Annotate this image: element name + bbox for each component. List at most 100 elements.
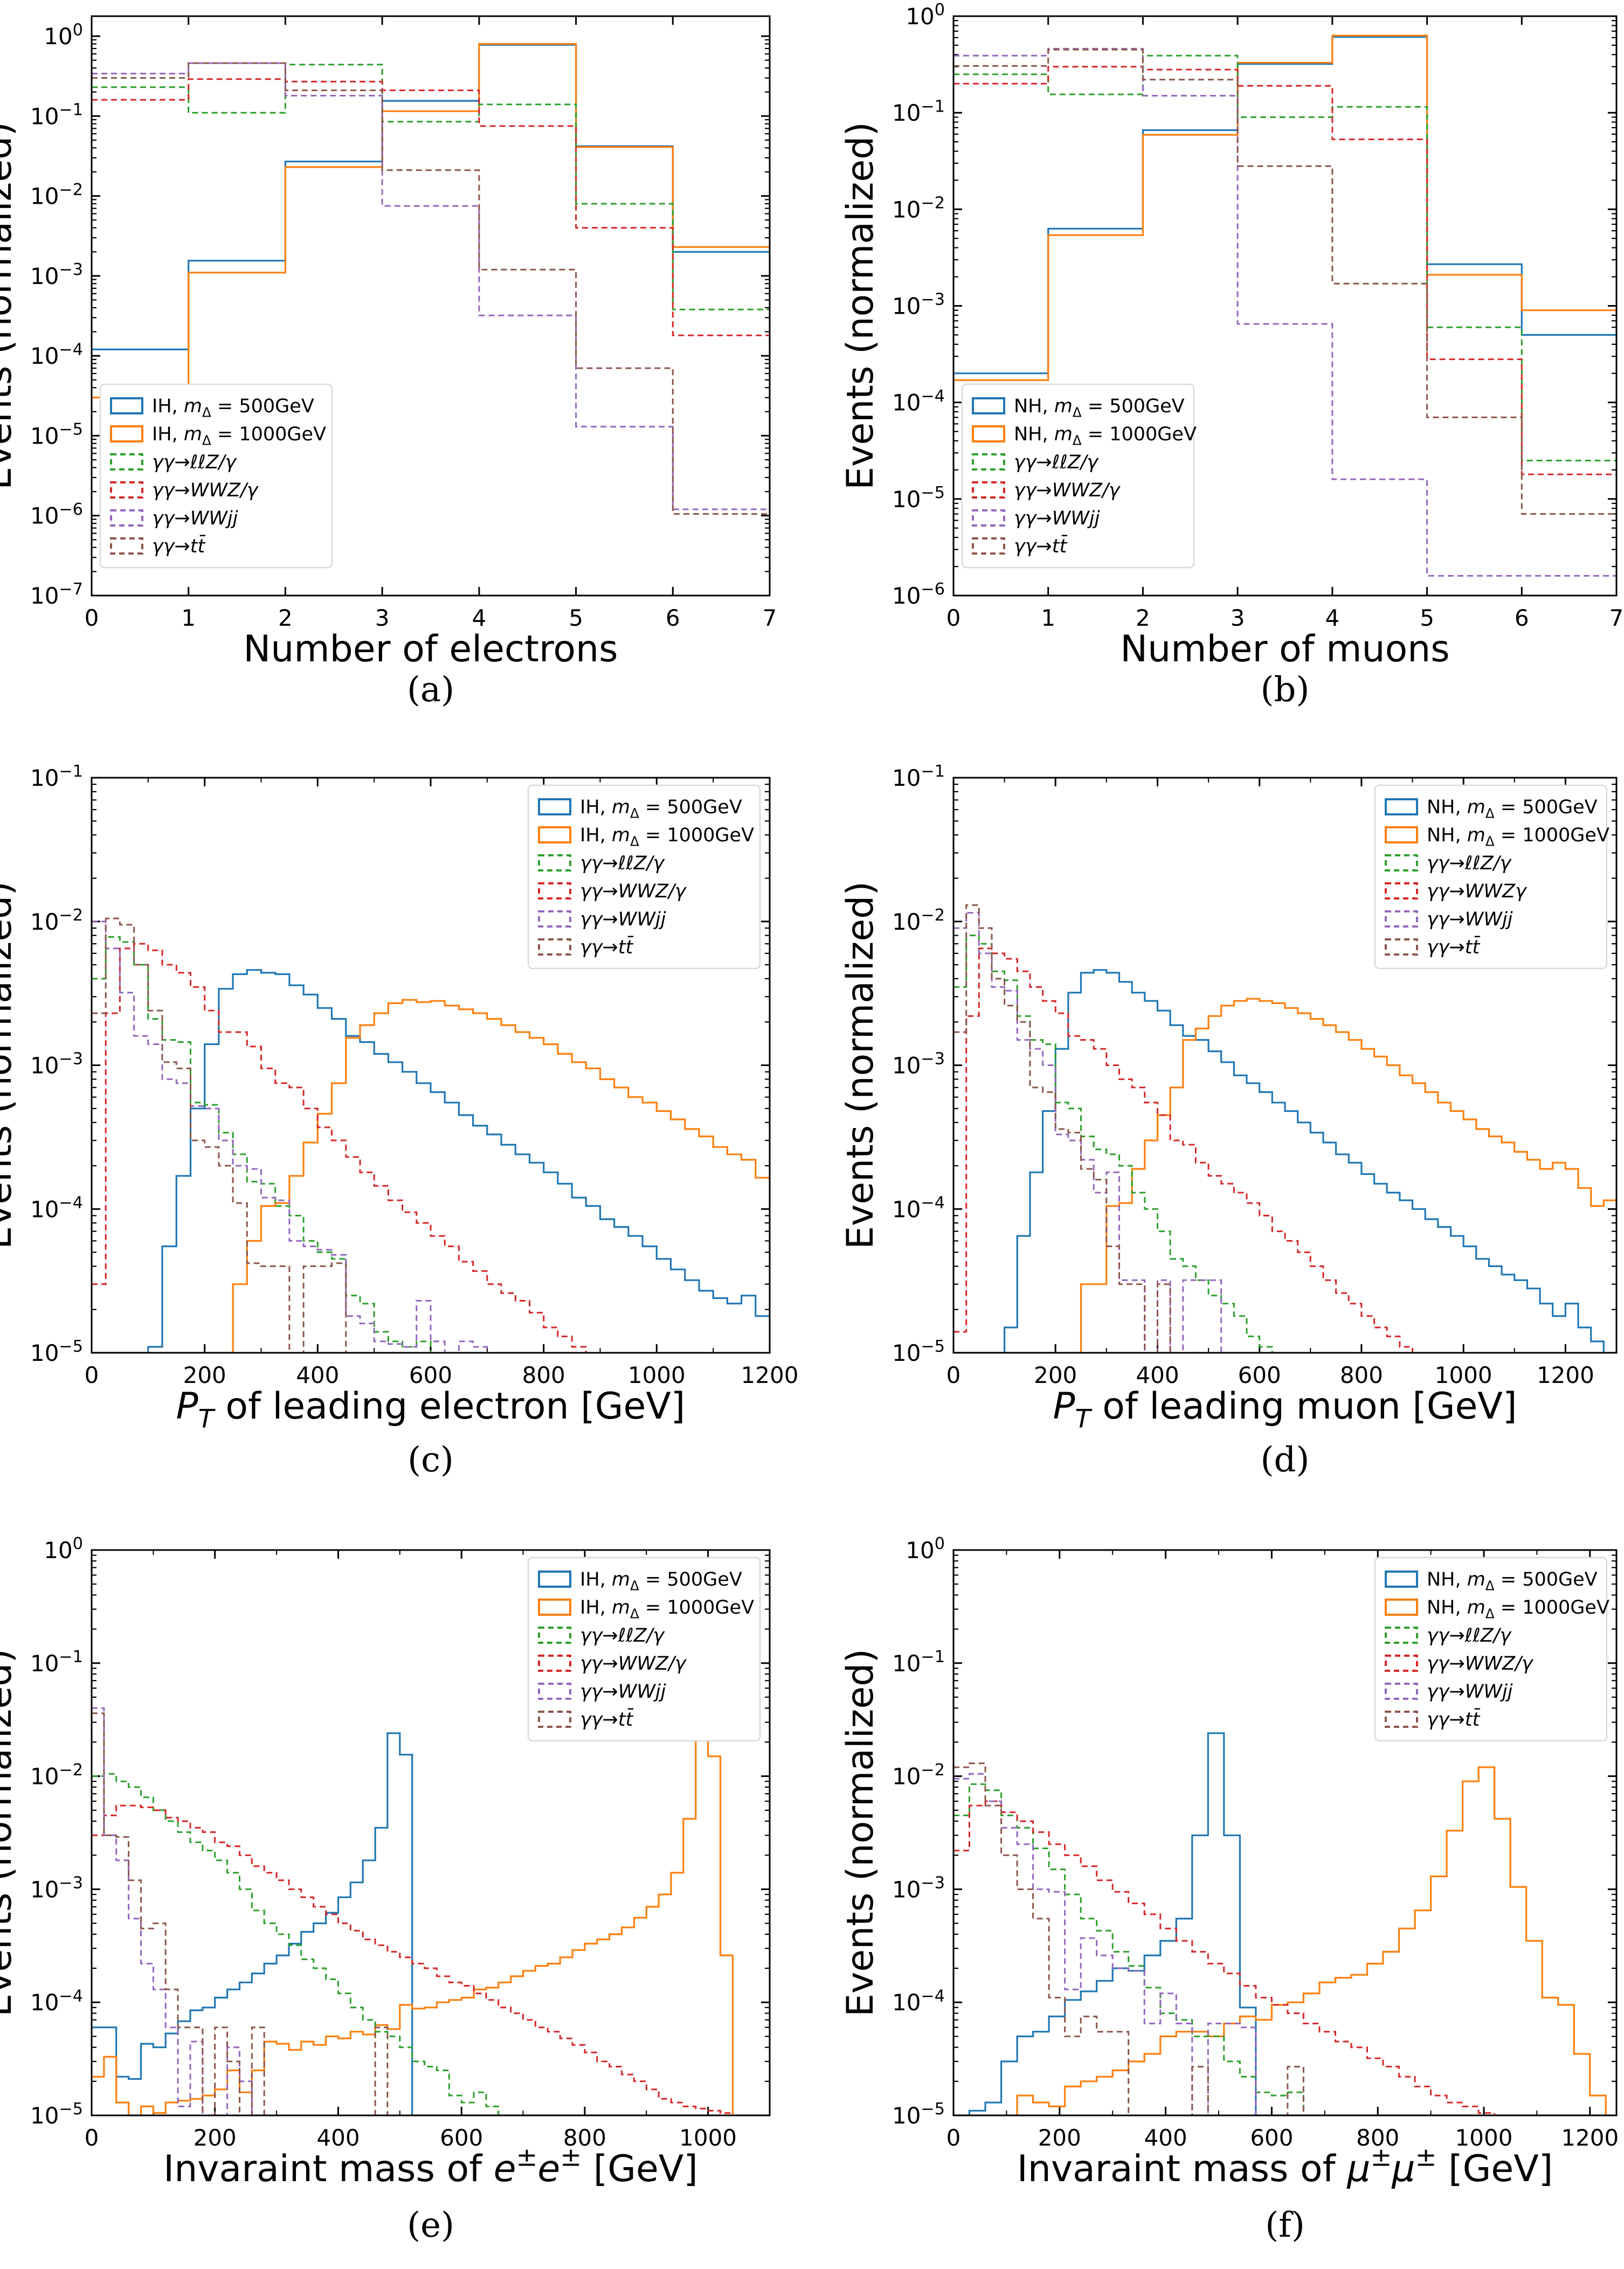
legend-swatch-ih1000 xyxy=(538,1599,571,1616)
legend-swatch-llZ xyxy=(1385,854,1418,871)
x-tick-label: 4 xyxy=(472,605,487,631)
legend: IH, mΔ = 500GeV IH, mΔ = 1000GeV γγ→ℓℓZ/γ γ… xyxy=(527,784,761,970)
series-nh500-line xyxy=(953,969,1616,1353)
plot-frame xyxy=(91,777,771,1354)
chart-pt-leading-muon: 10−5 10−4 10−3 10−2 10−1 0 200 400 600 800 1000 120… xyxy=(839,762,1618,1434)
y-tick-label: 10−1 xyxy=(892,1648,945,1677)
caption-a: (a) xyxy=(406,670,455,710)
x-tick-label: 0 xyxy=(85,1362,99,1388)
x-tick-label: 200 xyxy=(1038,2125,1081,2151)
legend-swatch-nh1000 xyxy=(1385,826,1418,843)
series-group xyxy=(953,34,1616,577)
series-nh1000-line xyxy=(953,998,1616,1353)
x-tick-label: 3 xyxy=(375,605,390,631)
x-tick-label: 2 xyxy=(278,605,293,631)
series-WWZ-line xyxy=(953,947,1616,1353)
y-tick-label: 10−2 xyxy=(30,1761,83,1790)
x-tick-label: 200 xyxy=(1034,1362,1077,1388)
series-group xyxy=(953,904,1616,1353)
series-WWZ-line xyxy=(953,1800,1616,2115)
plot-frame xyxy=(952,15,1618,597)
legend-swatch-WWjj xyxy=(1385,910,1418,928)
legend-swatch-ih500 xyxy=(110,397,143,414)
axis-tick-labels: 10−5 10−4 10−3 10−2 10−1 0 200 400 600 800 1000 120… xyxy=(30,762,798,1388)
legend-swatch-ih500 xyxy=(538,1571,571,1588)
legend-swatch-WWjj xyxy=(538,910,571,928)
caption-e: (e) xyxy=(407,2205,454,2245)
legend-swatch-WWZ xyxy=(972,481,1005,499)
legend-swatch-nh500 xyxy=(1385,1571,1418,1588)
y-tick-label: 10−4 xyxy=(30,1194,83,1223)
legend-swatch-nh500 xyxy=(1385,798,1418,815)
series-llZ-line xyxy=(92,64,770,310)
y-tick-label: 10−5 xyxy=(30,1337,83,1366)
series-WWjj-line xyxy=(953,1773,1616,2115)
x-axis-label: Invaraint mass of μ±μ± [GeV] xyxy=(1017,2142,1553,2190)
legend-label-WWjj: γγ→WWjj xyxy=(1427,909,1513,930)
chart-number-of-muons: 10−6 10−5 10−4 10−3 10−2 10−1 100 0 1 2 3 4 5 6 7 Numbe… xyxy=(839,1,1623,670)
x-tick-label: 1 xyxy=(181,605,196,631)
legend-label-nh500: NH, mΔ = 500GeV xyxy=(1427,1569,1598,1593)
legend-label-llZ: γγ→ℓℓZ/γ xyxy=(580,853,665,874)
y-tick-label: 10−5 xyxy=(30,2100,83,2129)
series-WWZ-line xyxy=(953,66,1616,475)
legend-label-ttbar: γγ→tt̄ xyxy=(1427,936,1481,958)
legend-label-ttbar: γγ→tt̄ xyxy=(1427,1708,1481,1731)
y-tick-label: 10−3 xyxy=(892,1874,945,1903)
y-tick-label: 100 xyxy=(44,20,83,50)
legend: NH, mΔ = 500GeV NH, mΔ = 1000GeV γγ→ℓℓZ/γ γ… xyxy=(1374,1557,1609,1742)
legend-swatch-ttbar xyxy=(1385,938,1418,956)
axis-tick-labels: 10−5 10−4 10−3 10−2 10−1 0 200 400 600 800 1000 120… xyxy=(892,762,1594,1388)
caption-b: (b) xyxy=(1260,670,1310,710)
legend-swatch-llZ xyxy=(972,453,1005,471)
x-tick-label: 6 xyxy=(666,605,680,631)
legend-swatch-WWZ xyxy=(1385,882,1418,900)
x-tick-label: 7 xyxy=(763,605,777,631)
x-tick-label: 0 xyxy=(946,605,961,631)
series-group xyxy=(92,917,770,1353)
x-tick-label: 0 xyxy=(85,2125,99,2151)
chart-pt-leading-electron: 10−5 10−4 10−3 10−2 10−1 0 200 400 600 800 1000 120… xyxy=(0,762,798,1434)
x-tick-label: 200 xyxy=(183,1362,226,1388)
x-tick-label: 1200 xyxy=(1537,1362,1594,1388)
x-tick-label: 800 xyxy=(1340,1362,1383,1388)
x-axis-label: Invaraint mass of e±e± [GeV] xyxy=(163,2142,698,2190)
x-axis-label: PT of leading electron [GeV] xyxy=(176,1385,686,1434)
y-tick-label: 10−1 xyxy=(892,97,945,126)
series-llZ-line xyxy=(92,936,770,1353)
plot-frame xyxy=(952,1549,1618,2116)
legend-label-WWZ: γγ→WWZ/γ xyxy=(1014,480,1121,501)
series-ttbar-line xyxy=(953,904,1616,1353)
y-tick-label: 10−5 xyxy=(30,420,83,449)
legend-label-ih1000: IH, mΔ = 1000GeV xyxy=(580,825,754,849)
y-tick-label: 10−1 xyxy=(892,762,945,791)
x-tick-label: 600 xyxy=(1238,1362,1281,1388)
y-tick-label: 10−4 xyxy=(892,1194,945,1223)
legend: IH, mΔ = 500GeV IH, mΔ = 1000GeV γγ→ℓℓZ/γ γ… xyxy=(527,1557,761,1742)
legend-swatch-WWjj xyxy=(538,1683,571,1700)
x-tick-label: 400 xyxy=(1136,1362,1179,1388)
y-tick-label: 10−6 xyxy=(30,500,83,529)
series-WWjj-line xyxy=(953,47,1616,577)
legend-label-WWjj: γγ→WWjj xyxy=(152,508,238,529)
x-tick-label: 600 xyxy=(1250,2125,1293,2151)
legend-swatch-WWZ xyxy=(1385,1655,1418,1672)
y-tick-label: 10−4 xyxy=(892,387,945,416)
y-tick-label: 10−2 xyxy=(892,906,945,935)
series-WWjj-line xyxy=(953,912,1616,1353)
legend-swatch-ih1000 xyxy=(538,826,571,843)
chart-number-of-electrons: 10−7 10−6 10−5 10−4 10−3 10−2 10−1 100 0 1 2 3 4 5 6 7 N… xyxy=(0,15,777,670)
series-ih1000-line xyxy=(92,999,770,1353)
x-tick-label: 3 xyxy=(1231,605,1245,631)
legend-swatch-ttbar xyxy=(972,537,1005,555)
x-tick-label: 1200 xyxy=(741,1362,799,1388)
series-ttbar-line xyxy=(92,1712,770,2115)
legend-swatch-ttbar xyxy=(538,1711,571,1728)
y-tick-label: 10−4 xyxy=(30,340,83,369)
series-ih500-line xyxy=(92,969,770,1353)
series-llZ-line xyxy=(953,935,1616,1353)
